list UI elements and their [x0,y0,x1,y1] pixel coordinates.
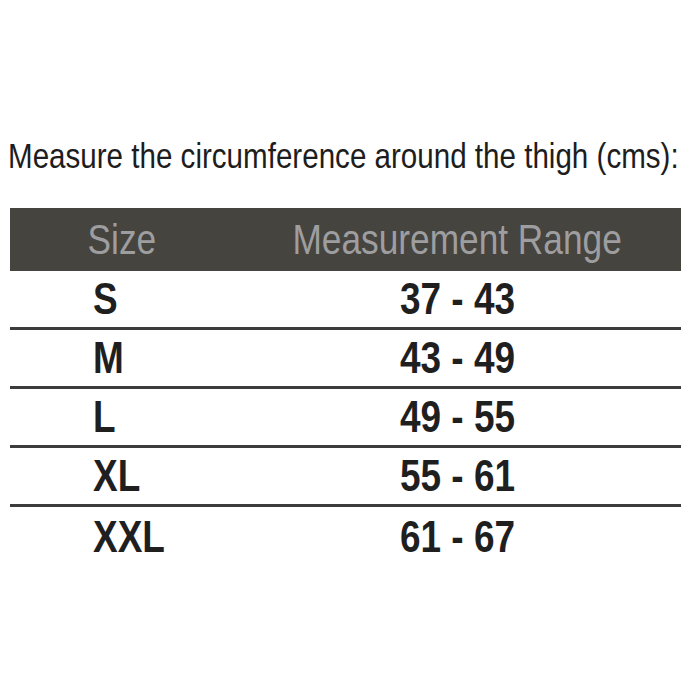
range-cell: 49 - 55 [399,392,514,442]
range-cell: 55 - 61 [399,451,514,501]
range-cell: 43 - 49 [399,333,514,383]
size-cell: M [93,333,124,383]
range-column-header-label: Measurement Range [292,216,621,264]
size-table: Size Measurement Range S 37 - 43 M 43 - … [10,208,681,566]
size-column-header-label: Size [87,216,156,264]
range-cell-wrap: 49 - 55 [233,392,681,442]
size-cell: XXL [93,512,165,562]
header-cell-range: Measurement Range [233,216,681,264]
table-row: XL 55 - 61 [10,448,681,507]
size-cell-wrap: XXL [10,512,233,562]
size-cell-wrap: XL [10,451,233,501]
header-cell-size: Size [10,216,233,264]
table-row: L 49 - 55 [10,389,681,448]
size-cell-wrap: M [10,333,233,383]
table-row: M 43 - 49 [10,330,681,389]
size-table-header: Size Measurement Range [10,208,681,271]
range-cell-wrap: 55 - 61 [233,451,681,501]
range-cell: 37 - 43 [399,274,514,324]
range-cell-wrap: 61 - 67 [233,512,681,562]
sizing-chart-page: Measure the circumference around the thi… [0,0,690,700]
size-table-body: S 37 - 43 M 43 - 49 L 49 - 55 XL 55 - 61… [10,271,681,566]
table-row: XXL 61 - 67 [10,507,681,566]
range-cell: 61 - 67 [399,512,514,562]
size-cell-wrap: S [10,274,233,324]
range-cell-wrap: 37 - 43 [233,274,681,324]
size-cell-wrap: L [10,392,233,442]
page-title: Measure the circumference around the thi… [8,136,679,176]
size-cell: XL [93,451,140,501]
size-cell: L [93,392,116,442]
size-cell: S [93,274,118,324]
table-row: S 37 - 43 [10,271,681,330]
range-cell-wrap: 43 - 49 [233,333,681,383]
